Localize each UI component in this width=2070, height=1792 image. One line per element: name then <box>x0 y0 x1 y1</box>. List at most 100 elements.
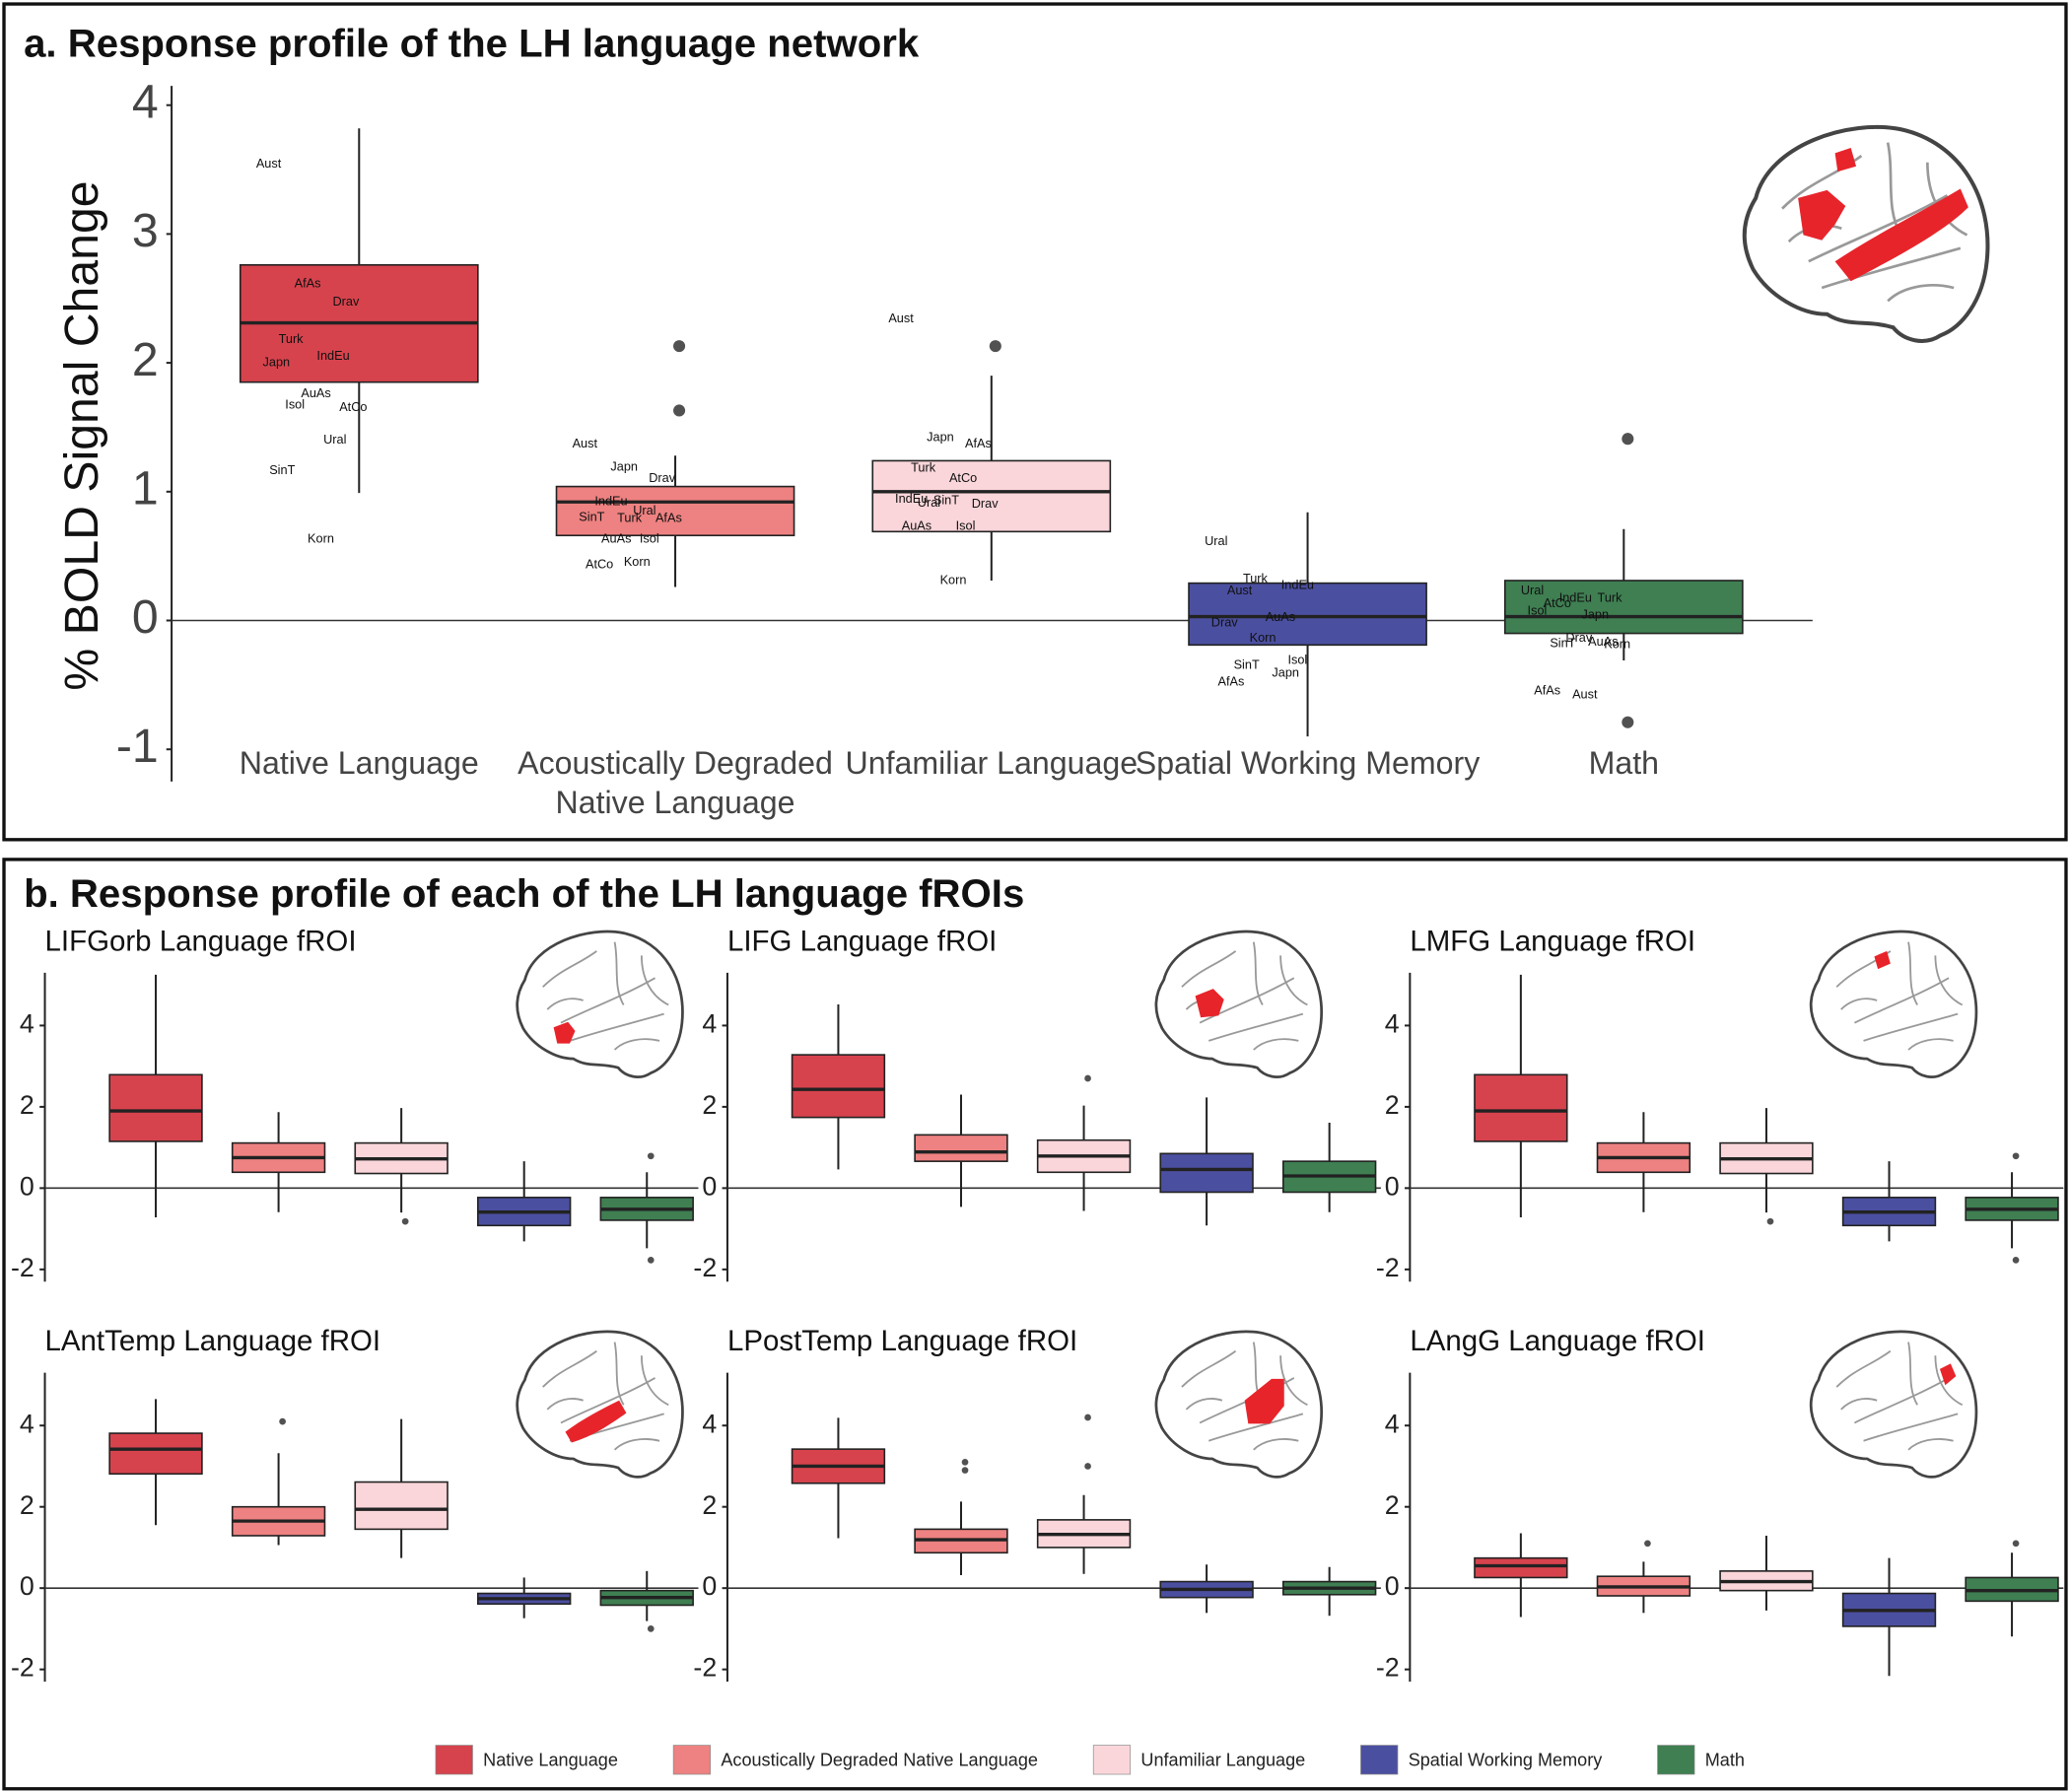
group-label: Drav <box>1211 614 1238 629</box>
outlier <box>647 1625 655 1632</box>
y-tick-label: 4 <box>702 1409 717 1438</box>
y-tick-label: 2 <box>1385 1090 1400 1120</box>
y-tick-label: 2 <box>702 1490 717 1520</box>
outlier <box>1766 1217 1774 1225</box>
group-label: Aust <box>888 310 914 325</box>
brain-icon <box>1809 1330 1978 1479</box>
y-tick-label: 0 <box>1385 1571 1400 1601</box>
outlier <box>673 404 686 417</box>
group-label: SinT <box>579 509 604 523</box>
box <box>108 1073 203 1142</box>
legend-swatch <box>435 1745 473 1775</box>
group-label: Korn <box>1604 637 1630 652</box>
y-tick-label: -2 <box>11 1253 34 1282</box>
group-label: Japn <box>927 429 954 444</box>
group-label: Ural <box>633 503 656 517</box>
legend-label: Native Language <box>483 1750 618 1769</box>
y-tick-label: 2 <box>132 333 159 386</box>
group-label: AuAs <box>902 517 932 532</box>
chart-title: LPostTemp Language fROI <box>727 1325 1077 1357</box>
y-axis-title: % BOLD Signal Change <box>55 180 108 690</box>
x-label-box: Acoustically Degraded Native Language <box>518 745 833 822</box>
group-label: SinT <box>933 492 959 507</box>
outlier <box>401 1217 409 1225</box>
y-tick-label: 3 <box>132 204 159 257</box>
box <box>108 1432 203 1476</box>
group-label: Japn <box>1581 607 1609 622</box>
group-label: AuAs <box>601 531 631 546</box>
panel-a-frame <box>2 2 2068 842</box>
y-tick-label: -1 <box>116 720 159 773</box>
group-label: Ural <box>1521 583 1544 597</box>
group-label: Korn <box>940 572 967 586</box>
outlier <box>961 1467 969 1474</box>
y-tick-label: 4 <box>132 75 159 128</box>
group-label: Japn <box>263 354 291 369</box>
legend-swatch <box>1092 1745 1132 1775</box>
box <box>1474 1556 1568 1579</box>
y-tick-label: 2 <box>20 1490 34 1520</box>
legend-swatch <box>672 1745 711 1775</box>
x-label-box: Unfamiliar Language <box>845 745 1138 782</box>
y-tick-label: -2 <box>693 1653 717 1683</box>
legend-swatch <box>1360 1745 1399 1775</box>
group-label: IndEu <box>1559 590 1592 605</box>
x-label-box: Native Language <box>240 746 479 782</box>
box <box>914 1134 1008 1162</box>
legend: Native Language Acoustically Degraded Nat… <box>435 1745 1745 1775</box>
box <box>871 459 1112 533</box>
outlier <box>961 1458 969 1466</box>
brain-icon <box>516 930 684 1078</box>
group-label: Japn <box>1272 664 1299 679</box>
y-tick-label: -2 <box>1376 1253 1400 1282</box>
group-label: Turk <box>1243 571 1269 586</box>
y-tick-label: 4 <box>1385 1409 1400 1438</box>
y-tick-label: 2 <box>702 1090 717 1120</box>
chart-title: LIFGorb Language fROI <box>45 925 357 957</box>
group-label: Isol <box>640 531 659 546</box>
x-tick-label: Spatial Working Memory <box>1135 745 1481 782</box>
panel-b-frame <box>2 858 2068 1791</box>
group-label: Korn <box>1250 630 1276 645</box>
x-label-box: Spatial Working Memory <box>1135 745 1481 782</box>
box <box>1188 582 1427 647</box>
x-tick-label: Math <box>1588 745 1660 782</box>
group-label: SinT <box>269 462 295 477</box>
group-label: Korn <box>308 531 334 546</box>
x-tick-label: Unfamiliar Language <box>845 745 1138 782</box>
group-label: AuAs <box>301 385 330 400</box>
group-label: SinT <box>1550 635 1575 650</box>
box <box>1159 1152 1254 1194</box>
group-label: Isol <box>285 397 305 412</box>
x-label-box: Math <box>1588 745 1660 782</box>
legend-label: Unfamiliar Language <box>1140 1750 1305 1769</box>
outlier <box>1084 1463 1091 1470</box>
outlier <box>647 1257 655 1264</box>
group-label: Ural <box>323 432 346 447</box>
group-label: Drav <box>333 294 360 309</box>
group-label: Drav <box>972 496 999 511</box>
y-tick-label: 2 <box>1385 1490 1400 1520</box>
group-label: AfAs <box>295 276 321 291</box>
box <box>791 1054 886 1119</box>
group-label: Drav <box>1565 630 1592 645</box>
y-tick-label: 1 <box>132 462 159 516</box>
group-label: IndEu <box>316 348 349 363</box>
y-tick-label: 4 <box>20 1409 34 1438</box>
brain-icon <box>1745 127 1988 341</box>
outlier <box>1622 716 1634 728</box>
group-label: AfAs <box>965 436 992 450</box>
outlier <box>647 1152 655 1160</box>
y-tick-label: 0 <box>132 590 159 644</box>
group-label: Turk <box>617 511 643 525</box>
group-label: AtCo <box>339 399 367 414</box>
group-label: Aust <box>256 156 282 171</box>
y-tick-label: 0 <box>1385 1171 1400 1201</box>
x-tick-label: Acoustically Degraded Native Language <box>518 745 833 822</box>
group-label: Japn <box>610 458 638 473</box>
box <box>354 1481 448 1531</box>
legend-label: Math <box>1705 1750 1745 1769</box>
group-label: Isol <box>1528 603 1548 618</box>
group-label: Ural <box>1205 533 1227 548</box>
legend-label: Spatial Working Memory <box>1409 1750 1603 1769</box>
